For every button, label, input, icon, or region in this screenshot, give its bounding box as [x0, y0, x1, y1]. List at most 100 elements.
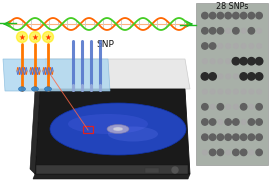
Circle shape: [218, 120, 223, 124]
Polygon shape: [45, 59, 190, 89]
Polygon shape: [3, 59, 110, 91]
Circle shape: [209, 12, 216, 19]
Circle shape: [232, 57, 240, 65]
Circle shape: [241, 28, 246, 33]
Circle shape: [217, 149, 224, 156]
Circle shape: [248, 119, 255, 125]
Circle shape: [233, 74, 238, 79]
Circle shape: [218, 44, 223, 48]
Circle shape: [172, 167, 178, 173]
Circle shape: [201, 73, 209, 80]
Circle shape: [210, 89, 215, 94]
Circle shape: [202, 59, 207, 64]
Text: SNP: SNP: [96, 40, 114, 49]
Circle shape: [225, 134, 231, 140]
Bar: [36, 165, 188, 174]
Circle shape: [240, 104, 247, 110]
Circle shape: [256, 12, 262, 19]
Circle shape: [255, 57, 263, 65]
Circle shape: [256, 149, 262, 156]
Bar: [145, 168, 159, 173]
Circle shape: [233, 89, 238, 94]
Ellipse shape: [50, 103, 186, 155]
Circle shape: [210, 59, 215, 64]
Circle shape: [226, 150, 231, 155]
Circle shape: [226, 74, 231, 79]
Circle shape: [256, 104, 262, 110]
Circle shape: [249, 89, 254, 94]
Circle shape: [209, 43, 216, 49]
Circle shape: [202, 104, 208, 110]
Text: 28 SNPs: 28 SNPs: [216, 2, 248, 11]
Text: ★: ★: [45, 33, 51, 42]
Polygon shape: [33, 174, 190, 179]
Circle shape: [248, 73, 255, 80]
Circle shape: [17, 32, 27, 43]
Circle shape: [248, 57, 255, 65]
Circle shape: [209, 73, 216, 80]
Circle shape: [233, 134, 239, 140]
Text: ★: ★: [18, 33, 26, 42]
Circle shape: [209, 149, 216, 156]
Circle shape: [241, 120, 246, 124]
Circle shape: [217, 28, 224, 34]
Text: ★: ★: [32, 33, 38, 42]
Circle shape: [233, 44, 238, 48]
Circle shape: [202, 134, 208, 140]
Circle shape: [240, 73, 247, 80]
Ellipse shape: [107, 125, 129, 133]
Circle shape: [217, 104, 224, 110]
Circle shape: [29, 32, 41, 43]
Bar: [196, 3, 268, 165]
Circle shape: [209, 28, 216, 34]
Circle shape: [241, 44, 246, 48]
Circle shape: [202, 43, 208, 49]
Ellipse shape: [32, 87, 39, 91]
Circle shape: [42, 32, 54, 43]
Ellipse shape: [113, 127, 123, 131]
Circle shape: [248, 12, 255, 19]
Circle shape: [249, 44, 254, 48]
Circle shape: [241, 89, 246, 94]
Circle shape: [233, 104, 238, 109]
Circle shape: [226, 28, 231, 33]
Circle shape: [257, 44, 261, 48]
Circle shape: [209, 119, 216, 125]
Circle shape: [217, 12, 224, 19]
Circle shape: [202, 28, 208, 34]
Circle shape: [233, 149, 239, 156]
Circle shape: [240, 134, 247, 140]
Circle shape: [226, 89, 231, 94]
Circle shape: [225, 119, 231, 125]
Circle shape: [202, 89, 207, 94]
Circle shape: [233, 12, 239, 19]
Circle shape: [256, 134, 262, 140]
Circle shape: [218, 89, 223, 94]
Ellipse shape: [18, 87, 26, 91]
Circle shape: [202, 150, 207, 155]
Circle shape: [209, 134, 216, 140]
Circle shape: [240, 149, 247, 156]
Circle shape: [255, 73, 263, 80]
Circle shape: [225, 12, 231, 19]
Circle shape: [249, 104, 254, 109]
Circle shape: [202, 12, 208, 19]
Circle shape: [218, 74, 223, 79]
Circle shape: [248, 28, 255, 34]
Bar: [83, 126, 93, 133]
Ellipse shape: [108, 126, 158, 142]
Circle shape: [240, 12, 247, 19]
Circle shape: [257, 89, 261, 94]
Circle shape: [256, 119, 262, 125]
Circle shape: [218, 59, 223, 64]
Ellipse shape: [45, 87, 51, 91]
Polygon shape: [35, 89, 190, 174]
Circle shape: [217, 134, 224, 140]
Circle shape: [233, 119, 239, 125]
Polygon shape: [30, 89, 40, 174]
Circle shape: [248, 134, 255, 140]
Circle shape: [240, 57, 247, 65]
Circle shape: [210, 104, 215, 109]
Circle shape: [226, 44, 231, 48]
Circle shape: [249, 150, 254, 155]
